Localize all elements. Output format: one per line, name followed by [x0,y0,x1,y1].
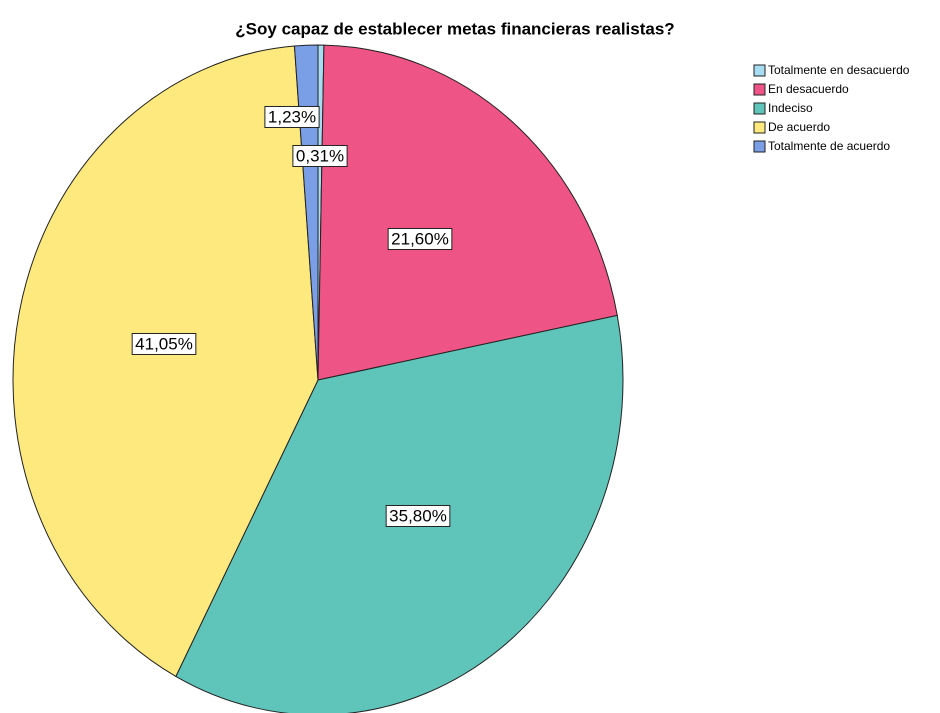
data-label-box [131,332,197,355]
data-label: 1,23% [268,107,316,126]
data-label-box [385,504,451,527]
data-label-box [264,105,320,128]
legend-label: Indeciso [768,101,813,115]
data-label: 35,80% [389,506,447,525]
pie-slice [293,44,319,381]
chart-title: ¿Soy capaz de establecer metas financier… [235,19,674,38]
legend-swatch [753,140,766,153]
data-label: 21,60% [391,229,449,248]
data-label-box [387,227,453,250]
legend-swatch [753,64,766,77]
legend-swatch [753,83,766,96]
data-label: 0,31% [296,146,344,165]
data-label: 41,05% [135,334,193,353]
legend-label: Totalmente en desacuerdo [768,63,910,77]
data-label-box [292,144,348,167]
pie-slice [12,45,319,678]
legend-label: De acuerdo [768,120,830,134]
legend-swatch [753,102,766,115]
pie-slice [317,44,618,381]
legend-label: En desacuerdo [768,82,849,96]
legend-label: Totalmente de acuerdo [768,139,890,153]
legend-swatch [753,121,766,134]
